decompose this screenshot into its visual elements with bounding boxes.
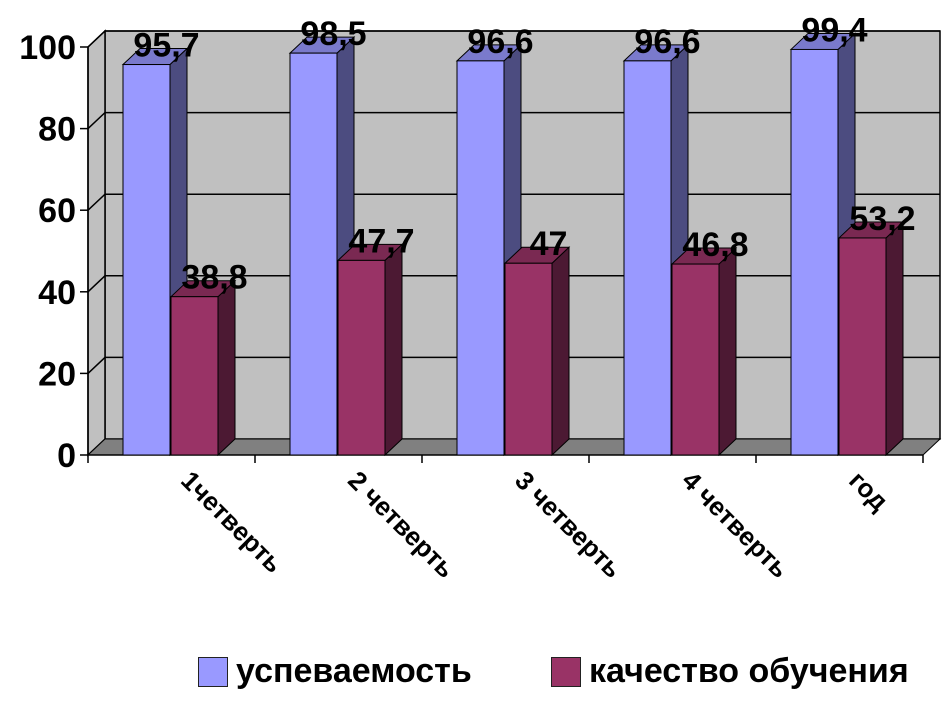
legend-swatch-quality [551,656,581,687]
data-label: 38,8 [181,259,247,297]
legend-item-progress: успеваемость [198,652,472,691]
data-label: 47,7 [348,222,414,260]
data-label: 47 [530,225,568,263]
bar [671,263,720,456]
bar-side [885,220,904,457]
bar [790,48,839,456]
x-tick-label: 2 четверть [342,465,461,584]
legend-swatch-progress [198,656,228,687]
x-tick-label: год [843,465,895,517]
data-label: 46,8 [682,226,748,264]
bar [122,64,171,456]
data-label: 96,6 [634,23,700,61]
y-tick-label: 20 [38,355,76,393]
x-tick-label: 1четверть [175,465,289,579]
y-tick-label: 100 [19,29,76,67]
data-label: 99,4 [801,11,867,49]
x-tick-label: 3 четверть [509,465,628,584]
bar [170,296,219,456]
bar [456,60,505,456]
bar-side [718,246,737,457]
legend-label-progress: успеваемость [236,652,472,690]
x-tick-label: 4 четверть [676,465,795,584]
chart-side-wall [87,29,106,457]
legend-item-quality: качество обучения [551,652,909,691]
y-tick-label: 80 [38,111,76,149]
bar [289,52,338,456]
bar [504,262,553,456]
data-label: 53,2 [849,200,915,238]
legend-label-quality: качество обучения [589,652,909,690]
data-label: 96,6 [467,23,533,61]
bar-side [551,246,570,457]
data-label: 95,7 [133,27,199,65]
legend: успеваемость качество обучения [0,652,948,692]
bar [838,237,887,456]
bar-side [217,279,236,457]
bar [623,60,672,456]
y-tick-label: 60 [38,192,76,230]
y-tick-label: 0 [57,437,76,475]
gridline [87,30,940,48]
data-label: 98,5 [300,15,366,53]
bar [337,259,386,456]
bar-side [384,243,403,457]
y-tick-label: 40 [38,274,76,312]
